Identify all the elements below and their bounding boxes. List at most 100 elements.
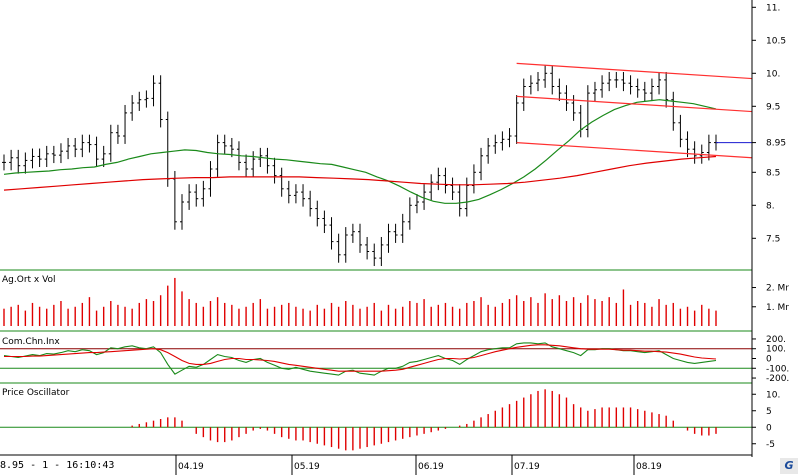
ma-short-line bbox=[3, 99, 717, 204]
price-bar bbox=[706, 134, 711, 161]
price-bar bbox=[37, 148, 42, 168]
price-bar bbox=[365, 236, 370, 260]
y-tick-label: 5 bbox=[766, 407, 772, 417]
price-bar bbox=[550, 65, 555, 95]
price-bar bbox=[350, 223, 355, 243]
price-bar bbox=[664, 71, 669, 108]
y-tick-label: 7.5 bbox=[766, 234, 780, 244]
price-bar bbox=[201, 180, 206, 207]
price-bar bbox=[80, 134, 85, 158]
status-readout: 8.95 - 1 - 16:10:43 bbox=[0, 460, 115, 471]
price-bar bbox=[30, 148, 35, 169]
price-bar bbox=[614, 71, 619, 88]
y-tick-label: 10. bbox=[766, 390, 780, 400]
y-tick-label: 1. Mr bbox=[766, 303, 789, 313]
y-tick-label: 100. bbox=[766, 345, 786, 355]
price-bar bbox=[621, 71, 626, 92]
price-bar bbox=[130, 95, 135, 121]
volume-panel: Ag.Ort x Vol bbox=[2, 275, 717, 326]
price-bar bbox=[393, 223, 398, 243]
price-bar bbox=[101, 145, 106, 168]
price-bar bbox=[493, 134, 498, 154]
y-tick-label: 8.95 bbox=[766, 139, 786, 149]
price-bar bbox=[464, 177, 469, 217]
cci-line bbox=[3, 342, 717, 376]
y-tick-label: 10.5 bbox=[766, 36, 786, 46]
price-bar bbox=[108, 124, 113, 162]
ma-long-line bbox=[3, 155, 717, 191]
y-tick-label: 8. bbox=[766, 201, 775, 211]
price-bar bbox=[543, 65, 548, 88]
price-bar bbox=[692, 141, 697, 164]
logo-icon: G bbox=[780, 458, 798, 474]
price-bar bbox=[578, 104, 583, 138]
price-bar bbox=[244, 154, 249, 177]
price-bars bbox=[2, 65, 718, 267]
channel-line bbox=[516, 62, 753, 80]
price-bar bbox=[564, 85, 569, 111]
price-bar bbox=[322, 210, 327, 234]
price-bar bbox=[137, 91, 142, 111]
x-tick-label: 08.19 bbox=[636, 462, 662, 472]
price-bar bbox=[144, 90, 149, 108]
y-tick-label: 9.5 bbox=[766, 102, 780, 112]
price-bar bbox=[358, 223, 362, 253]
price-bar bbox=[2, 154, 6, 171]
y-tick-label: -5 bbox=[766, 440, 775, 450]
price-bar bbox=[58, 143, 63, 164]
y-tick-label: -200. bbox=[766, 374, 789, 384]
cci-ref-lines bbox=[0, 348, 752, 369]
price-bar bbox=[422, 184, 427, 210]
x-tick-label: 05.19 bbox=[294, 462, 320, 472]
x-tick-label: 07.19 bbox=[514, 462, 540, 472]
price-bar bbox=[301, 184, 306, 207]
y-tick-label: 11. bbox=[766, 3, 780, 13]
price-bar bbox=[23, 152, 28, 174]
price-bar bbox=[272, 157, 277, 184]
price-bar bbox=[386, 223, 391, 253]
price-bar bbox=[607, 71, 612, 92]
y-tick-label: 8.5 bbox=[766, 168, 780, 178]
price-bar bbox=[9, 149, 14, 171]
trend-channel bbox=[516, 62, 753, 159]
price-bar bbox=[115, 124, 120, 144]
price-bar bbox=[635, 78, 640, 98]
price-bar bbox=[16, 149, 21, 174]
cci-average-line bbox=[4, 344, 717, 372]
price-bar bbox=[165, 111, 170, 187]
y-tick-label: 0 bbox=[766, 355, 772, 365]
price-bar bbox=[194, 184, 199, 207]
price-bar bbox=[649, 78, 654, 102]
price-bar bbox=[229, 137, 234, 158]
price-bar bbox=[521, 78, 526, 111]
oscillator-bars bbox=[131, 389, 717, 451]
price-bar bbox=[486, 137, 491, 164]
price-bar bbox=[528, 75, 533, 95]
price-bar bbox=[678, 114, 683, 148]
price-bar bbox=[187, 184, 192, 210]
price-bar bbox=[151, 75, 156, 107]
price-bar bbox=[379, 236, 384, 267]
price-bar bbox=[329, 217, 334, 250]
price-bar bbox=[123, 104, 128, 144]
price-bar bbox=[343, 227, 348, 263]
price-bar bbox=[500, 131, 505, 151]
volume-bars bbox=[3, 277, 717, 326]
x-tick-label: 06.19 bbox=[418, 462, 444, 472]
y-tick-label: 0 bbox=[766, 423, 772, 433]
channel-line bbox=[516, 142, 753, 159]
price-bar bbox=[279, 167, 284, 197]
price-bar bbox=[557, 78, 562, 102]
channel-line bbox=[516, 95, 753, 113]
price-bar bbox=[315, 200, 320, 227]
price-bar bbox=[158, 75, 163, 128]
price-bar bbox=[642, 81, 647, 102]
price-bar bbox=[514, 95, 519, 144]
y-tick-label: 10. bbox=[766, 69, 780, 79]
panel-separators bbox=[0, 0, 753, 457]
price-bar bbox=[251, 151, 256, 177]
price-bar bbox=[172, 170, 177, 230]
price-bar bbox=[293, 184, 298, 204]
date-axis: 04.19 05.19 06.19 07.19 08.19 bbox=[175, 455, 662, 475]
